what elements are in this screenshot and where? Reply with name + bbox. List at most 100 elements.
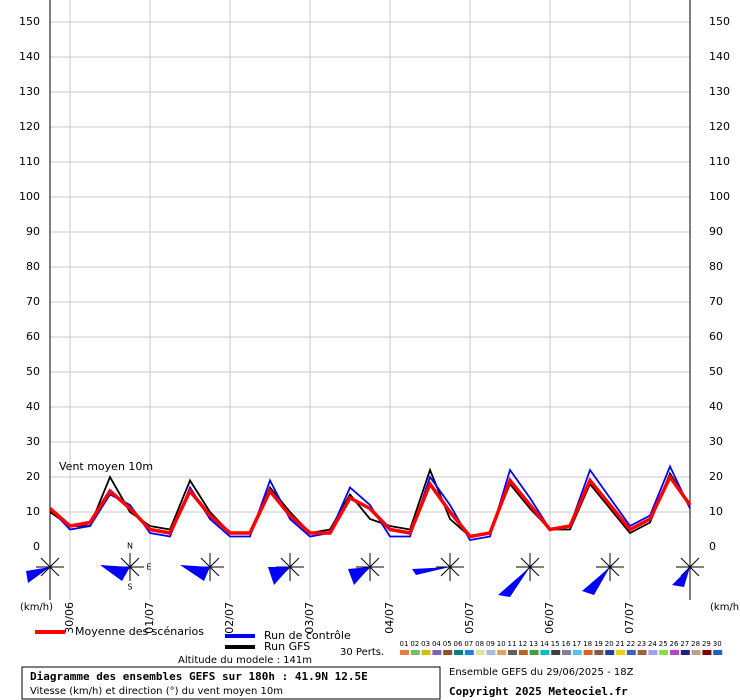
wind-rose xyxy=(268,553,304,585)
perturbation-label: 29 xyxy=(702,640,711,648)
perturbation-label: 07 xyxy=(464,640,473,648)
perturbation-label: 03 xyxy=(421,640,430,648)
y-tick-label: 10 xyxy=(26,505,40,518)
perturbation-swatch xyxy=(454,650,463,655)
perturbation-label: 08 xyxy=(475,640,484,648)
series-line xyxy=(49,464,691,541)
y-tick-label: 40 xyxy=(26,400,40,413)
perturbation-label: 16 xyxy=(562,640,571,648)
perturbation-swatch xyxy=(551,650,561,655)
y-tick-label: 50 xyxy=(26,365,40,378)
perturbation-label: 22 xyxy=(626,640,635,648)
y-unit-left: (km/h) xyxy=(20,602,53,613)
perturbation-swatch xyxy=(572,650,582,655)
perturbation-swatch xyxy=(529,650,539,655)
box-subtitle: Vitesse (km/h) et direction (°) du vent … xyxy=(30,686,283,697)
perturbation-swatch xyxy=(583,650,593,655)
x-tick-label: 06/07 xyxy=(543,602,556,634)
perturbation-label: 14 xyxy=(540,640,549,648)
perturbation-swatch xyxy=(508,650,517,655)
y-tick-label-right: 140 xyxy=(709,50,730,63)
perturbation-label: 18 xyxy=(583,640,592,648)
y-tick-label: 70 xyxy=(26,295,40,308)
y-tick-label: 30 xyxy=(26,435,40,448)
perturbation-swatch xyxy=(680,650,690,655)
x-tick-label: 07/07 xyxy=(623,602,636,634)
perturbation-swatch xyxy=(616,650,625,655)
compass-e: E xyxy=(146,563,151,572)
y-tick-label: 100 xyxy=(19,190,40,203)
wind-rose xyxy=(582,553,624,595)
y-tick-label: 120 xyxy=(19,120,40,133)
plot: 0 0 10 10 20 20 30 30 40 40 50 50 60 60 70 70 80 80 90 90 10… xyxy=(19,0,730,634)
perturbation-swatch xyxy=(605,650,615,655)
y-tick-label-right: 20 xyxy=(709,470,723,483)
perturbation-label: 27 xyxy=(680,640,689,648)
perturbation-label: 28 xyxy=(691,640,700,648)
y-tick-label-right: 90 xyxy=(709,225,723,238)
wind-rose xyxy=(498,553,544,597)
perturbation-swatch xyxy=(486,650,496,655)
perturbation-label: 02 xyxy=(410,640,419,648)
y-tick-label-right: 60 xyxy=(709,330,723,343)
y-tick-label: 60 xyxy=(26,330,40,343)
y-tick-label-right: 130 xyxy=(709,85,730,98)
perturbation-swatch xyxy=(626,650,636,655)
perturbation-swatch xyxy=(670,650,679,655)
x-tick-label: 30/06 xyxy=(63,602,76,634)
x-tick-label: 02/07 xyxy=(223,602,236,634)
wind-rose xyxy=(100,553,144,581)
y-tick-label: 0 xyxy=(33,540,40,553)
y-tick-label-right: 80 xyxy=(709,260,723,273)
perturbation-label: 10 xyxy=(497,640,506,648)
perturbation-label: 01 xyxy=(400,640,409,648)
compass-s: S xyxy=(127,583,132,592)
perturbation-swatch xyxy=(464,650,474,655)
box-title: Diagramme des ensembles GEFS sur 180h : … xyxy=(30,670,368,683)
perturbation-swatch xyxy=(562,650,571,655)
compass-n: N xyxy=(127,542,133,551)
copyright: Copyright 2025 Meteociel.fr xyxy=(449,685,628,698)
perturbation-swatch xyxy=(702,650,712,655)
y-tick-label-right: 50 xyxy=(709,365,723,378)
perturbation-label: 12 xyxy=(518,640,527,648)
perturbation-swatch xyxy=(432,650,442,655)
info-box xyxy=(21,666,441,700)
perturbation-swatch xyxy=(594,650,604,655)
x-tick-label: 03/07 xyxy=(303,602,316,634)
perturbation-label: 04 xyxy=(432,640,441,648)
perturbations-label: 30 Perts. xyxy=(340,647,384,658)
perturbation-label: 06 xyxy=(454,640,463,648)
perturbation-label: 30 xyxy=(713,640,722,648)
y-tick-label-right: 30 xyxy=(709,435,723,448)
perturbation-swatch xyxy=(475,650,485,655)
perturbation-label: 26 xyxy=(670,640,679,648)
y-tick-label-right: 110 xyxy=(709,155,730,168)
y-tick-label-right: 100 xyxy=(709,190,730,203)
y-tick-label: 110 xyxy=(19,155,40,168)
perturbation-swatch xyxy=(518,650,528,655)
altitude: Altitude du modele : 141m xyxy=(178,655,312,666)
y-tick-label-right: 150 xyxy=(709,15,730,28)
x-tick-label: 05/07 xyxy=(463,602,476,634)
y-tick-label-right: 0 xyxy=(709,540,716,553)
y-tick-label: 20 xyxy=(26,470,40,483)
perturbation-swatch xyxy=(637,650,647,655)
perturbation-swatch xyxy=(443,650,453,655)
perturbation-label: 11 xyxy=(508,640,517,648)
legend-label: Moyenne des scénarios xyxy=(75,625,204,638)
wind-rose xyxy=(672,553,704,587)
wind-rose xyxy=(180,553,224,581)
perturbation-swatch xyxy=(713,650,723,655)
perturbation-swatch xyxy=(400,650,409,655)
y-tick-label: 140 xyxy=(19,50,40,63)
series-line xyxy=(48,473,692,539)
perturbation-swatch xyxy=(497,650,507,655)
perturbation-label: 23 xyxy=(637,640,646,648)
perturbation-label: 13 xyxy=(529,640,538,648)
y-tick-label: 150 xyxy=(19,15,40,28)
legend-label: Run GFS xyxy=(264,640,310,653)
perturbation-label: 17 xyxy=(572,640,581,648)
y-tick-label: 80 xyxy=(26,260,40,273)
legend-label: Run de contrôle xyxy=(264,629,351,642)
